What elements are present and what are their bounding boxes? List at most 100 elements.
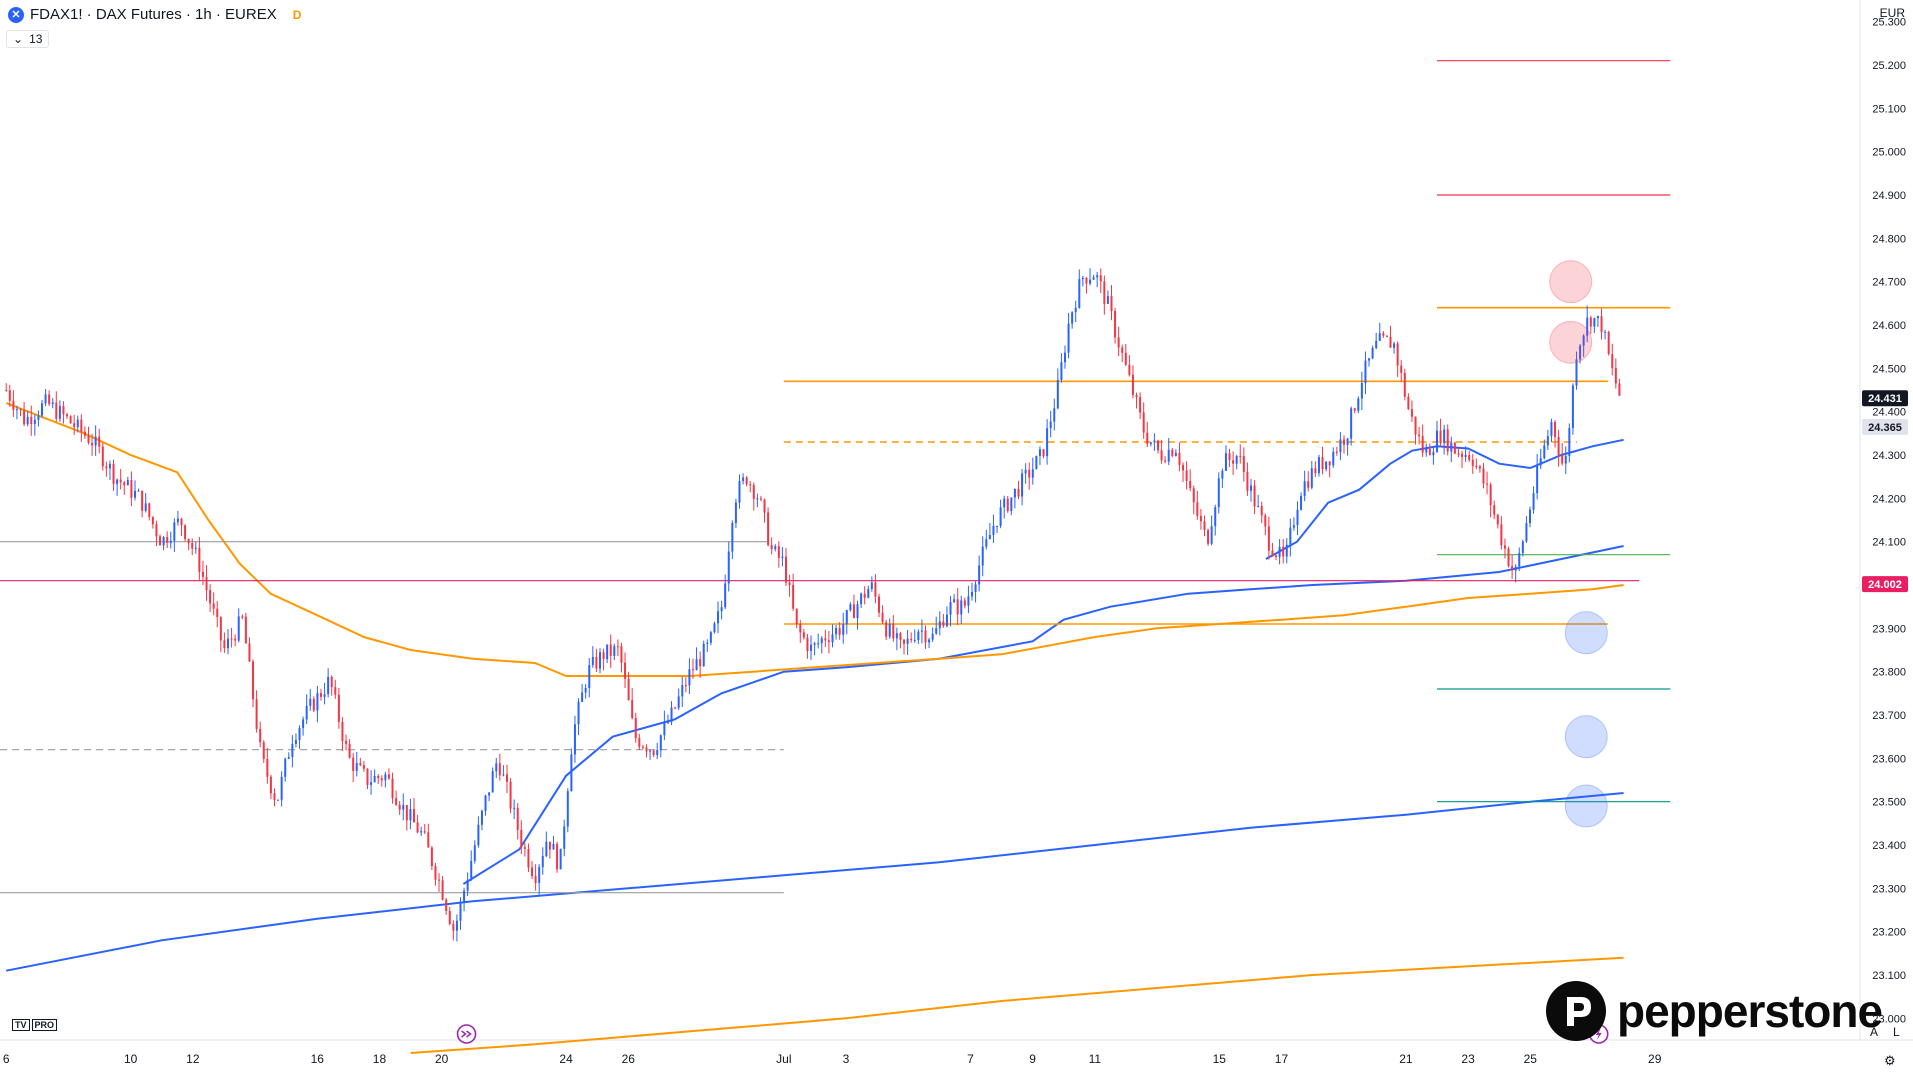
data-flag-badge[interactable]: D — [292, 7, 302, 22]
currency-label[interactable]: EUR — [1879, 6, 1905, 20]
time-tick-label: 16 — [311, 1052, 325, 1066]
candle-body — [123, 482, 126, 486]
x-circle-icon: ✕ — [8, 6, 24, 23]
candle-body — [1021, 473, 1024, 497]
candle-body — [645, 747, 648, 752]
candle-body — [1249, 485, 1252, 491]
candle-body — [1024, 469, 1027, 474]
candle-body — [1067, 323, 1070, 353]
candle-body — [502, 774, 505, 776]
auto-scale-button[interactable]: A — [1870, 1025, 1879, 1039]
candle-body — [892, 623, 895, 639]
candle-body — [1182, 464, 1185, 471]
candle-body — [1199, 515, 1202, 522]
candle-body — [1410, 409, 1413, 417]
candle-body — [666, 722, 669, 724]
price-label-box — [1862, 418, 1908, 435]
candle-body — [448, 910, 451, 925]
tradingview-logo[interactable]: TV PRO — [10, 1016, 58, 1034]
candle-body — [334, 687, 337, 695]
price-tick-label: 25.300 — [1872, 17, 1906, 29]
price-axis[interactable]: 25.300 25.200 25.100 25.000 24.900 24.800 24.7… — [1862, 17, 1908, 1026]
time-tick-label: 15 — [1213, 1052, 1227, 1066]
symbol-title[interactable]: FDAX1! · DAX Futures · 1h · EUREX — [30, 6, 277, 23]
candle-body — [953, 599, 956, 603]
price-label-box — [1862, 576, 1908, 593]
candle-body — [1568, 428, 1571, 456]
candle-body — [380, 778, 383, 781]
vwap-bands — [5, 402, 1624, 1054]
signal-marker-circle — [1549, 260, 1593, 304]
event-icons[interactable] — [456, 1024, 1609, 1044]
candle-body — [219, 617, 222, 641]
time-tick-label: 6 — [3, 1052, 10, 1066]
candle-body — [1131, 374, 1134, 395]
candle-body — [1482, 468, 1485, 484]
candle-body — [1586, 317, 1589, 336]
price-tick-label: 25.200 — [1872, 60, 1906, 72]
candle-body — [1217, 478, 1220, 508]
candle-body — [5, 390, 8, 391]
candle-body — [1142, 412, 1145, 433]
time-tick-label: 20 — [435, 1052, 449, 1066]
candle-body — [12, 400, 15, 410]
candle-body — [1346, 438, 1349, 445]
candle-body — [434, 865, 437, 880]
candle-body — [1146, 432, 1149, 445]
candle-body — [477, 824, 480, 846]
time-axis[interactable]: 6 10 12 16 18 20 24 26 Jul 3 7 9 11 15 17 21 23 25 29 — [3, 1052, 1662, 1066]
candle-body — [852, 604, 855, 619]
candle-body — [1035, 455, 1038, 470]
candle-body — [495, 763, 498, 772]
candle-body — [1099, 275, 1102, 282]
gear-icon[interactable]: ⚙ — [1884, 1053, 1896, 1068]
candle-body — [588, 665, 591, 688]
candle-body — [877, 596, 880, 613]
indicators-toggle[interactable]: ⌄ 13 — [6, 30, 50, 48]
candle-body — [731, 522, 734, 552]
candle-body — [1375, 340, 1378, 348]
candle-body — [792, 585, 795, 609]
candle-body — [749, 484, 752, 486]
candle-body — [1167, 449, 1170, 462]
price-tick-label: 23.500 — [1872, 797, 1906, 809]
candle-body — [366, 768, 369, 785]
candle-body — [527, 848, 530, 868]
candle-body — [1307, 481, 1310, 488]
candle-body — [1435, 430, 1438, 452]
candle-body — [126, 480, 129, 486]
candle-body — [1486, 483, 1489, 485]
candle-body — [1325, 461, 1328, 470]
candle-body — [573, 724, 576, 755]
candle-body — [895, 633, 898, 639]
candle-body — [1611, 354, 1614, 369]
time-tick-label: 12 — [186, 1052, 200, 1066]
candle-body — [770, 545, 773, 550]
time-tick-label: 3 — [843, 1052, 850, 1066]
candle-body — [1060, 362, 1063, 380]
candle-body — [724, 583, 727, 608]
candle-body — [1128, 364, 1131, 375]
symbol-legend[interactable]: ✕ FDAX1! · DAX Futures · 1h · EUREX D — [8, 6, 301, 23]
price-tick-label: 25.100 — [1872, 103, 1906, 115]
candle-body — [649, 750, 652, 752]
horizontal-levels[interactable] — [0, 60, 1671, 894]
candle-body — [920, 630, 923, 632]
candle-body — [15, 409, 18, 411]
candle-body — [784, 556, 787, 583]
candle-body — [1239, 455, 1242, 457]
candle-body — [280, 776, 283, 800]
candle-body — [1446, 429, 1449, 452]
candle-body — [191, 542, 194, 549]
price-tick-label: 23.100 — [1872, 970, 1906, 982]
candle-body — [842, 624, 845, 635]
log-scale-button[interactable]: L — [1893, 1025, 1900, 1039]
candle-body — [520, 829, 523, 848]
candle-body — [509, 781, 512, 809]
candle-body — [981, 546, 984, 566]
candle-body — [659, 735, 662, 751]
candle-body — [155, 524, 158, 537]
candle-body — [1071, 312, 1074, 324]
candle-body — [1267, 526, 1270, 551]
